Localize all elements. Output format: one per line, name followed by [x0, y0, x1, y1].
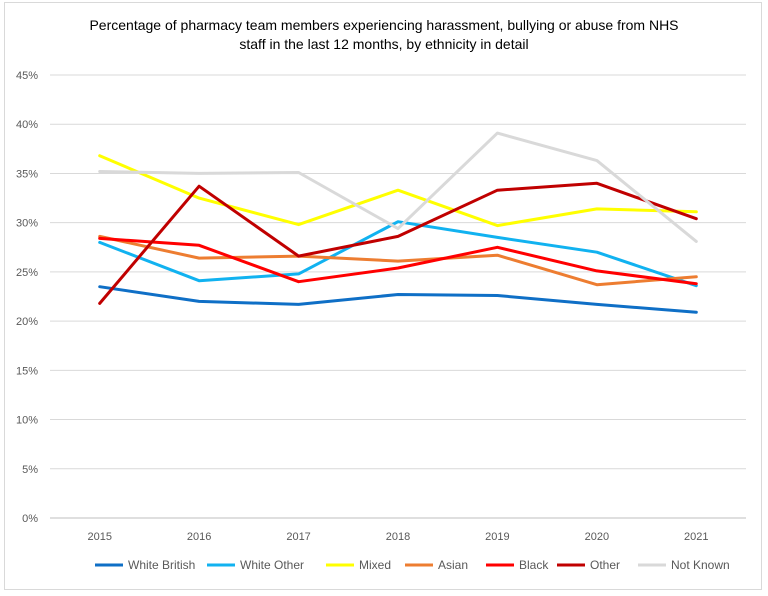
series-line-white-other [98, 220, 698, 288]
legend-label-other: Other [590, 558, 620, 572]
legend-label-asian: Asian [438, 558, 468, 572]
legend-label-white-british: White British [128, 558, 195, 572]
x-tick-label: 2018 [386, 531, 410, 543]
legend-label-white-other: White Other [240, 558, 304, 572]
chart-title-line-2: staff in the last 12 months, by ethnicit… [239, 36, 529, 52]
y-tick-label: 25% [16, 267, 38, 279]
chart-title: Percentage of pharmacy team members expe… [0, 16, 768, 54]
x-tick-label: 2021 [684, 531, 708, 543]
legend-label-not-known: Not Known [671, 558, 730, 572]
y-tick-label: 15% [16, 365, 38, 377]
x-tick-label: 2019 [485, 531, 509, 543]
y-tick-label: 0% [22, 513, 38, 525]
series-line-white-british [98, 285, 698, 314]
y-tick-label: 5% [22, 464, 38, 476]
y-tick-label: 10% [16, 415, 38, 427]
series-line-mixed [98, 154, 698, 228]
y-tick-label: 20% [16, 316, 38, 328]
series-line-other [98, 181, 698, 305]
x-tick-label: 2017 [286, 531, 310, 543]
x-tick-label: 2016 [187, 531, 211, 543]
series-line-black [98, 236, 698, 286]
series-line-not-known [98, 131, 698, 243]
y-tick-label: 35% [16, 168, 38, 180]
legend-label-black: Black [519, 558, 549, 572]
series-line-asian [98, 234, 698, 287]
x-tick-label: 2020 [585, 531, 609, 543]
y-tick-label: 40% [16, 119, 38, 131]
y-tick-label: 30% [16, 218, 38, 230]
chart-title-line-1: Percentage of pharmacy team members expe… [89, 17, 679, 33]
y-tick-label: 45% [16, 70, 38, 82]
x-tick-label: 2015 [87, 531, 111, 543]
legend-label-mixed: Mixed [359, 558, 391, 572]
